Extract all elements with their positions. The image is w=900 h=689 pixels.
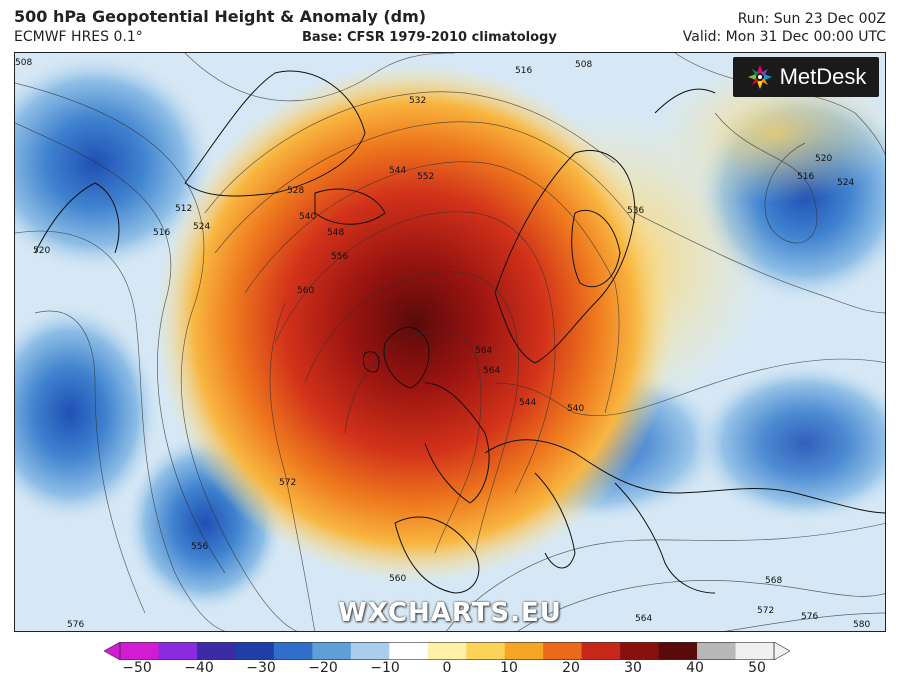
contour-label: 556 bbox=[331, 252, 348, 262]
colorbar-tick-label: 10 bbox=[500, 660, 518, 676]
colorbar-tick-label: −30 bbox=[246, 660, 276, 676]
colorbar-right-arrow bbox=[773, 642, 790, 660]
low-anomaly-greenland bbox=[15, 53, 215, 273]
colorbar-segment bbox=[235, 642, 275, 660]
map-canvas: 508 508 520 516 512 524 528 532 536 540 … bbox=[15, 53, 885, 631]
yellow-anomaly-northeast bbox=[655, 63, 885, 203]
colorbar-segment bbox=[427, 642, 467, 660]
contour-label: 516 bbox=[515, 66, 532, 76]
metdesk-logo: MetDesk bbox=[733, 57, 879, 97]
contour-label: 560 bbox=[297, 286, 314, 296]
contour-label: 540 bbox=[299, 212, 316, 222]
colorbar-tick-label: 20 bbox=[562, 660, 580, 676]
height-contours bbox=[15, 53, 885, 631]
contour-label: 560 bbox=[389, 574, 406, 584]
contour-label: 552 bbox=[417, 172, 434, 182]
colorbar-segment bbox=[504, 642, 544, 660]
metdesk-logo-text: MetDesk bbox=[779, 64, 867, 89]
contour-label: 580 bbox=[853, 620, 870, 630]
colorbar-tick-label: 40 bbox=[686, 660, 704, 676]
high-anomaly-block bbox=[155, 63, 675, 583]
contour-label: 520 bbox=[33, 246, 50, 256]
wxcharts-watermark: WXCHARTS.EU bbox=[338, 598, 562, 628]
colorbar-segment bbox=[158, 642, 198, 660]
contour-label: 524 bbox=[193, 222, 210, 232]
contour-label: 544 bbox=[389, 166, 406, 176]
colorbar-segment bbox=[350, 642, 390, 660]
colorbar-tick-label: 30 bbox=[624, 660, 642, 676]
contour-label-group: 508 508 520 516 512 524 528 532 536 540 … bbox=[15, 58, 870, 630]
contour-label: 564 bbox=[635, 614, 652, 624]
colorbar-segment bbox=[466, 642, 506, 660]
contour-label: 516 bbox=[797, 172, 814, 182]
contour-label: 556 bbox=[191, 542, 208, 552]
model-label: ECMWF HRES 0.1° bbox=[14, 29, 143, 45]
colorbar-segment bbox=[658, 642, 698, 660]
contour-label: 572 bbox=[279, 478, 296, 488]
colorbar-tick-label: 50 bbox=[748, 660, 766, 676]
colorbar-tick-label: −10 bbox=[370, 660, 400, 676]
contour-label: 576 bbox=[67, 620, 84, 630]
coastlines bbox=[34, 70, 885, 594]
low-anomaly-caspian bbox=[695, 363, 885, 523]
contour-label: 516 bbox=[153, 228, 170, 238]
colorbar-segment bbox=[735, 642, 775, 660]
colorbar-tick-label: 0 bbox=[442, 660, 452, 676]
contour-label: 508 bbox=[575, 60, 592, 70]
contour-label: 520 bbox=[815, 154, 832, 164]
climatology-base: Base: CFSR 1979-2010 climatology bbox=[302, 30, 557, 45]
contour-label: 576 bbox=[801, 612, 818, 622]
contour-label: 532 bbox=[409, 96, 426, 106]
colorbar-segment bbox=[196, 642, 236, 660]
contour-label: 544 bbox=[519, 398, 536, 408]
contour-label: 540 bbox=[567, 404, 584, 414]
colorbar-segment bbox=[120, 642, 159, 660]
contour-label: 564 bbox=[475, 346, 492, 356]
contour-label: 548 bbox=[327, 228, 344, 238]
contour-label: 528 bbox=[287, 186, 304, 196]
contour-label: 508 bbox=[15, 58, 32, 68]
colorbar-segment bbox=[697, 642, 737, 660]
colorbar-segment bbox=[273, 642, 313, 660]
metdesk-logo-icon bbox=[747, 65, 772, 89]
chart-title: 500 hPa Geopotential Height & Anomaly (d… bbox=[14, 7, 427, 26]
run-time: Run: Sun 23 Dec 00Z bbox=[737, 11, 886, 27]
colorbar-segment bbox=[543, 642, 583, 660]
contour-label: 572 bbox=[757, 606, 774, 616]
contour-label: 536 bbox=[627, 206, 644, 216]
anomaly-map[interactable]: 508 508 520 516 512 524 528 532 536 540 … bbox=[14, 52, 886, 632]
contour-label: 524 bbox=[837, 178, 854, 188]
low-anomaly-atlantic-west bbox=[15, 303, 160, 523]
colorbar-segment bbox=[312, 642, 352, 660]
colorbar-segment bbox=[389, 642, 429, 660]
colorbar-segment bbox=[620, 642, 660, 660]
contour-label: 564 bbox=[483, 366, 500, 376]
colorbar-frame bbox=[119, 642, 775, 660]
colorbar-left-arrow bbox=[104, 642, 121, 660]
colorbar bbox=[104, 642, 790, 660]
colorbar-tick-label: −20 bbox=[308, 660, 338, 676]
colorbar-segment bbox=[581, 642, 621, 660]
valid-time: Valid: Mon 31 Dec 00:00 UTC bbox=[682, 29, 886, 45]
colorbar-tick-label: −40 bbox=[184, 660, 214, 676]
colorbar-tick-label: −50 bbox=[122, 660, 152, 676]
contour-label: 568 bbox=[765, 576, 782, 586]
contour-label: 512 bbox=[175, 204, 192, 214]
